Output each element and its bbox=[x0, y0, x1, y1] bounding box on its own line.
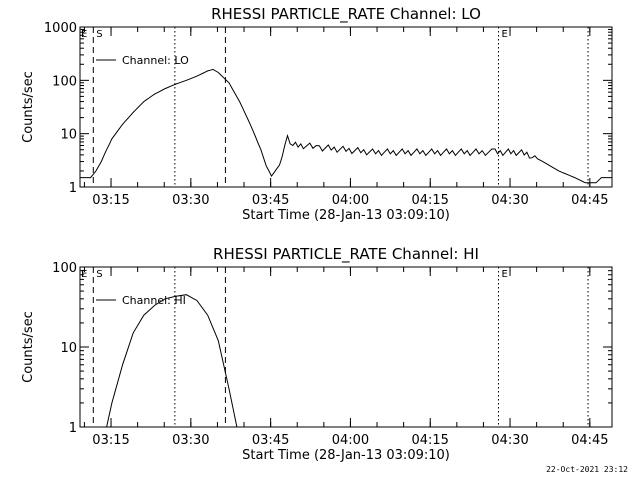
marker-label: E bbox=[502, 269, 508, 280]
x-tick-label: 03:15 bbox=[92, 433, 129, 448]
footer-date: 22-Oct-2021 23:12 bbox=[546, 465, 628, 474]
x-axis-label: Start Time (28-Jan-13 03:09:10) bbox=[242, 448, 450, 463]
x-tick-label: 04:15 bbox=[411, 193, 448, 208]
x-tick-label: 04:45 bbox=[571, 433, 608, 448]
x-tick-label: 03:15 bbox=[92, 193, 129, 208]
panel-lo: RHESSI PARTICLE_RATE Channel: LO Start Ti… bbox=[21, 5, 613, 223]
chart-title: RHESSI PARTICLE_RATE Channel: LO bbox=[211, 5, 481, 24]
marker-label-edge: E bbox=[81, 29, 87, 40]
marker-label: S bbox=[96, 269, 102, 280]
y-tick-label: 100 bbox=[52, 74, 77, 89]
y-tick-label: 10 bbox=[60, 128, 77, 143]
x-tick-label: 04:45 bbox=[571, 193, 608, 208]
y-axis-label: Counts/sec bbox=[21, 311, 36, 383]
x-tick-label: 03:30 bbox=[172, 433, 209, 448]
legend-label: Channel: LO bbox=[122, 54, 189, 67]
legend-label: Channel: HI bbox=[122, 294, 186, 307]
marker-label: S bbox=[96, 29, 102, 40]
x-tick-label: 03:30 bbox=[172, 193, 209, 208]
y-tick-label: 100 bbox=[52, 261, 77, 276]
x-tick-label: 03:45 bbox=[252, 433, 289, 448]
y-tick-label: 1 bbox=[69, 181, 77, 196]
y-tick-label: 10 bbox=[60, 341, 77, 356]
y-tick-label: 1 bbox=[69, 421, 77, 436]
x-tick-label: 04:15 bbox=[411, 433, 448, 448]
x-tick-label: 04:30 bbox=[491, 193, 528, 208]
plot-frame bbox=[79, 266, 613, 428]
marker-label-edge: E bbox=[81, 269, 87, 280]
x-tick-label: 04:00 bbox=[332, 193, 369, 208]
y-tick-label: 1000 bbox=[44, 21, 77, 36]
x-tick-label: 04:30 bbox=[491, 433, 528, 448]
x-tick-label: 04:00 bbox=[332, 433, 369, 448]
panel-hi: RHESSI PARTICLE_RATE Channel: HI Start Ti… bbox=[21, 245, 613, 463]
x-axis-label: Start Time (28-Jan-13 03:09:10) bbox=[242, 208, 450, 223]
series-line bbox=[80, 68, 612, 184]
y-axis-label: Counts/sec bbox=[21, 71, 36, 143]
marker-label: E bbox=[502, 29, 508, 40]
chart-title: RHESSI PARTICLE_RATE Channel: HI bbox=[213, 245, 479, 264]
series-line bbox=[106, 294, 238, 428]
x-tick-label: 03:45 bbox=[252, 193, 289, 208]
plot-frame bbox=[79, 26, 613, 188]
